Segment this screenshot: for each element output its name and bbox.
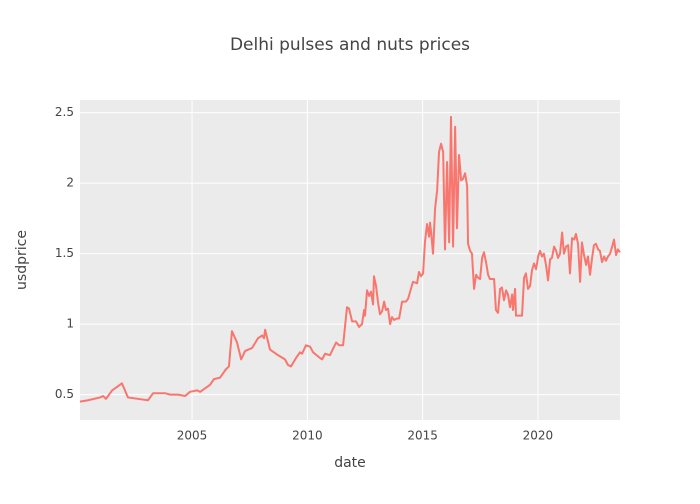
y-tick-label: 1.5 <box>55 246 74 260</box>
chart-title: Delhi pulses and nuts prices <box>230 35 470 55</box>
y-tick-label: 0.5 <box>55 387 74 401</box>
y-tick-label: 1 <box>66 317 74 331</box>
x-tick-label: 2015 <box>407 429 438 443</box>
x-tick-label: 2010 <box>292 429 323 443</box>
x-axis-title: date <box>334 455 366 471</box>
plot-area <box>80 100 620 420</box>
y-tick-label: 2.5 <box>55 105 74 119</box>
marks <box>79 115 621 403</box>
data-line <box>79 115 621 403</box>
y-tick-label: 2 <box>66 176 74 190</box>
x-tick-label: 2020 <box>523 429 554 443</box>
y-axis-title: usdprice <box>14 230 30 290</box>
x-tick-label: 2005 <box>177 429 208 443</box>
